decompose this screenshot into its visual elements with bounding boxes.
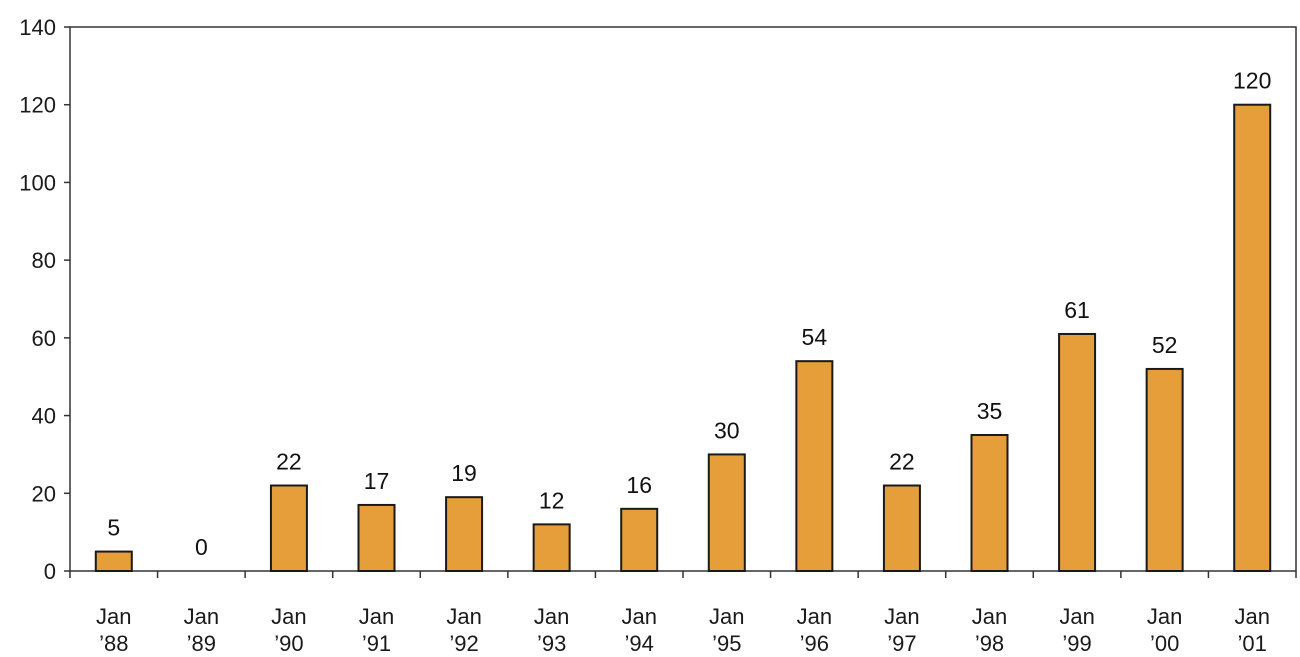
data-label: 52 (1152, 332, 1178, 358)
bar (970, 434, 1009, 572)
y-tick-label: 120 (19, 93, 56, 118)
x-tick-label-year: ’91 (362, 631, 391, 656)
x-tick-label-year: ’94 (625, 631, 654, 656)
x-tick-label-year: ’89 (187, 631, 216, 656)
x-tick-label-month: Jan (184, 604, 219, 629)
data-label: 54 (802, 324, 828, 350)
x-tick-label-month: Jan (621, 604, 656, 629)
bar (269, 484, 308, 572)
bar (1233, 103, 1272, 572)
y-tick-label: 40 (32, 404, 56, 429)
x-tick-label-year: ’95 (712, 631, 741, 656)
x-tick-label-year: ’00 (1150, 631, 1179, 656)
x-tick-label-month: Jan (972, 604, 1007, 629)
bar (445, 496, 484, 572)
data-label: 22 (889, 449, 915, 475)
x-tick-label-year: ’99 (1062, 631, 1091, 656)
x-tick-label-month: Jan (271, 604, 306, 629)
x-tick-label-month: Jan (1147, 604, 1182, 629)
plot-frame (69, 26, 1297, 572)
bar (620, 507, 659, 573)
x-tick-label-month: Jan (884, 604, 919, 629)
x-tick-label-month: Jan (797, 604, 832, 629)
x-tick-label-year: ’88 (99, 631, 128, 656)
y-tick-label: 140 (19, 15, 56, 40)
x-tick-label-month: Jan (359, 604, 394, 629)
data-label: 5 (107, 515, 120, 541)
y-tick-label: 100 (19, 170, 56, 195)
x-tick-label-year: ’93 (537, 631, 566, 656)
bar (707, 453, 746, 572)
x-tick-label-year: ’90 (274, 631, 303, 656)
x-tick-label-month: Jan (446, 604, 481, 629)
data-label: 17 (364, 468, 390, 494)
data-label: 19 (451, 460, 477, 486)
data-label: 12 (539, 487, 565, 513)
x-tick-label-year: ’92 (449, 631, 478, 656)
data-label: 30 (714, 417, 740, 443)
x-tick-label-month: Jan (1059, 604, 1094, 629)
x-tick-label-year: ’97 (887, 631, 916, 656)
x-tick-label-month: Jan (534, 604, 569, 629)
data-label: 35 (977, 398, 1003, 424)
bar (882, 484, 921, 572)
data-label: 120 (1233, 68, 1271, 94)
bar (357, 503, 396, 573)
x-tick-label-month: Jan (96, 604, 131, 629)
data-label: 16 (626, 472, 652, 498)
bar (1145, 367, 1184, 573)
y-tick-label: 60 (32, 326, 56, 351)
data-label: 0 (195, 534, 208, 560)
x-tick-label-year: ’96 (800, 631, 829, 656)
x-tick-label-year: ’01 (1238, 631, 1267, 656)
y-tick-label: 20 (32, 481, 56, 506)
x-tick-label-month: Jan (709, 604, 744, 629)
bar (532, 523, 571, 572)
data-label: 22 (276, 449, 302, 475)
x-tick-label-month: Jan (1234, 604, 1269, 629)
x-tick-label-year: ’98 (975, 631, 1004, 656)
y-tick-label: 0 (44, 559, 56, 584)
bar (795, 360, 834, 572)
bar (1058, 332, 1097, 572)
bar (94, 550, 133, 572)
data-label: 61 (1064, 297, 1090, 323)
y-tick-label: 80 (32, 248, 56, 273)
